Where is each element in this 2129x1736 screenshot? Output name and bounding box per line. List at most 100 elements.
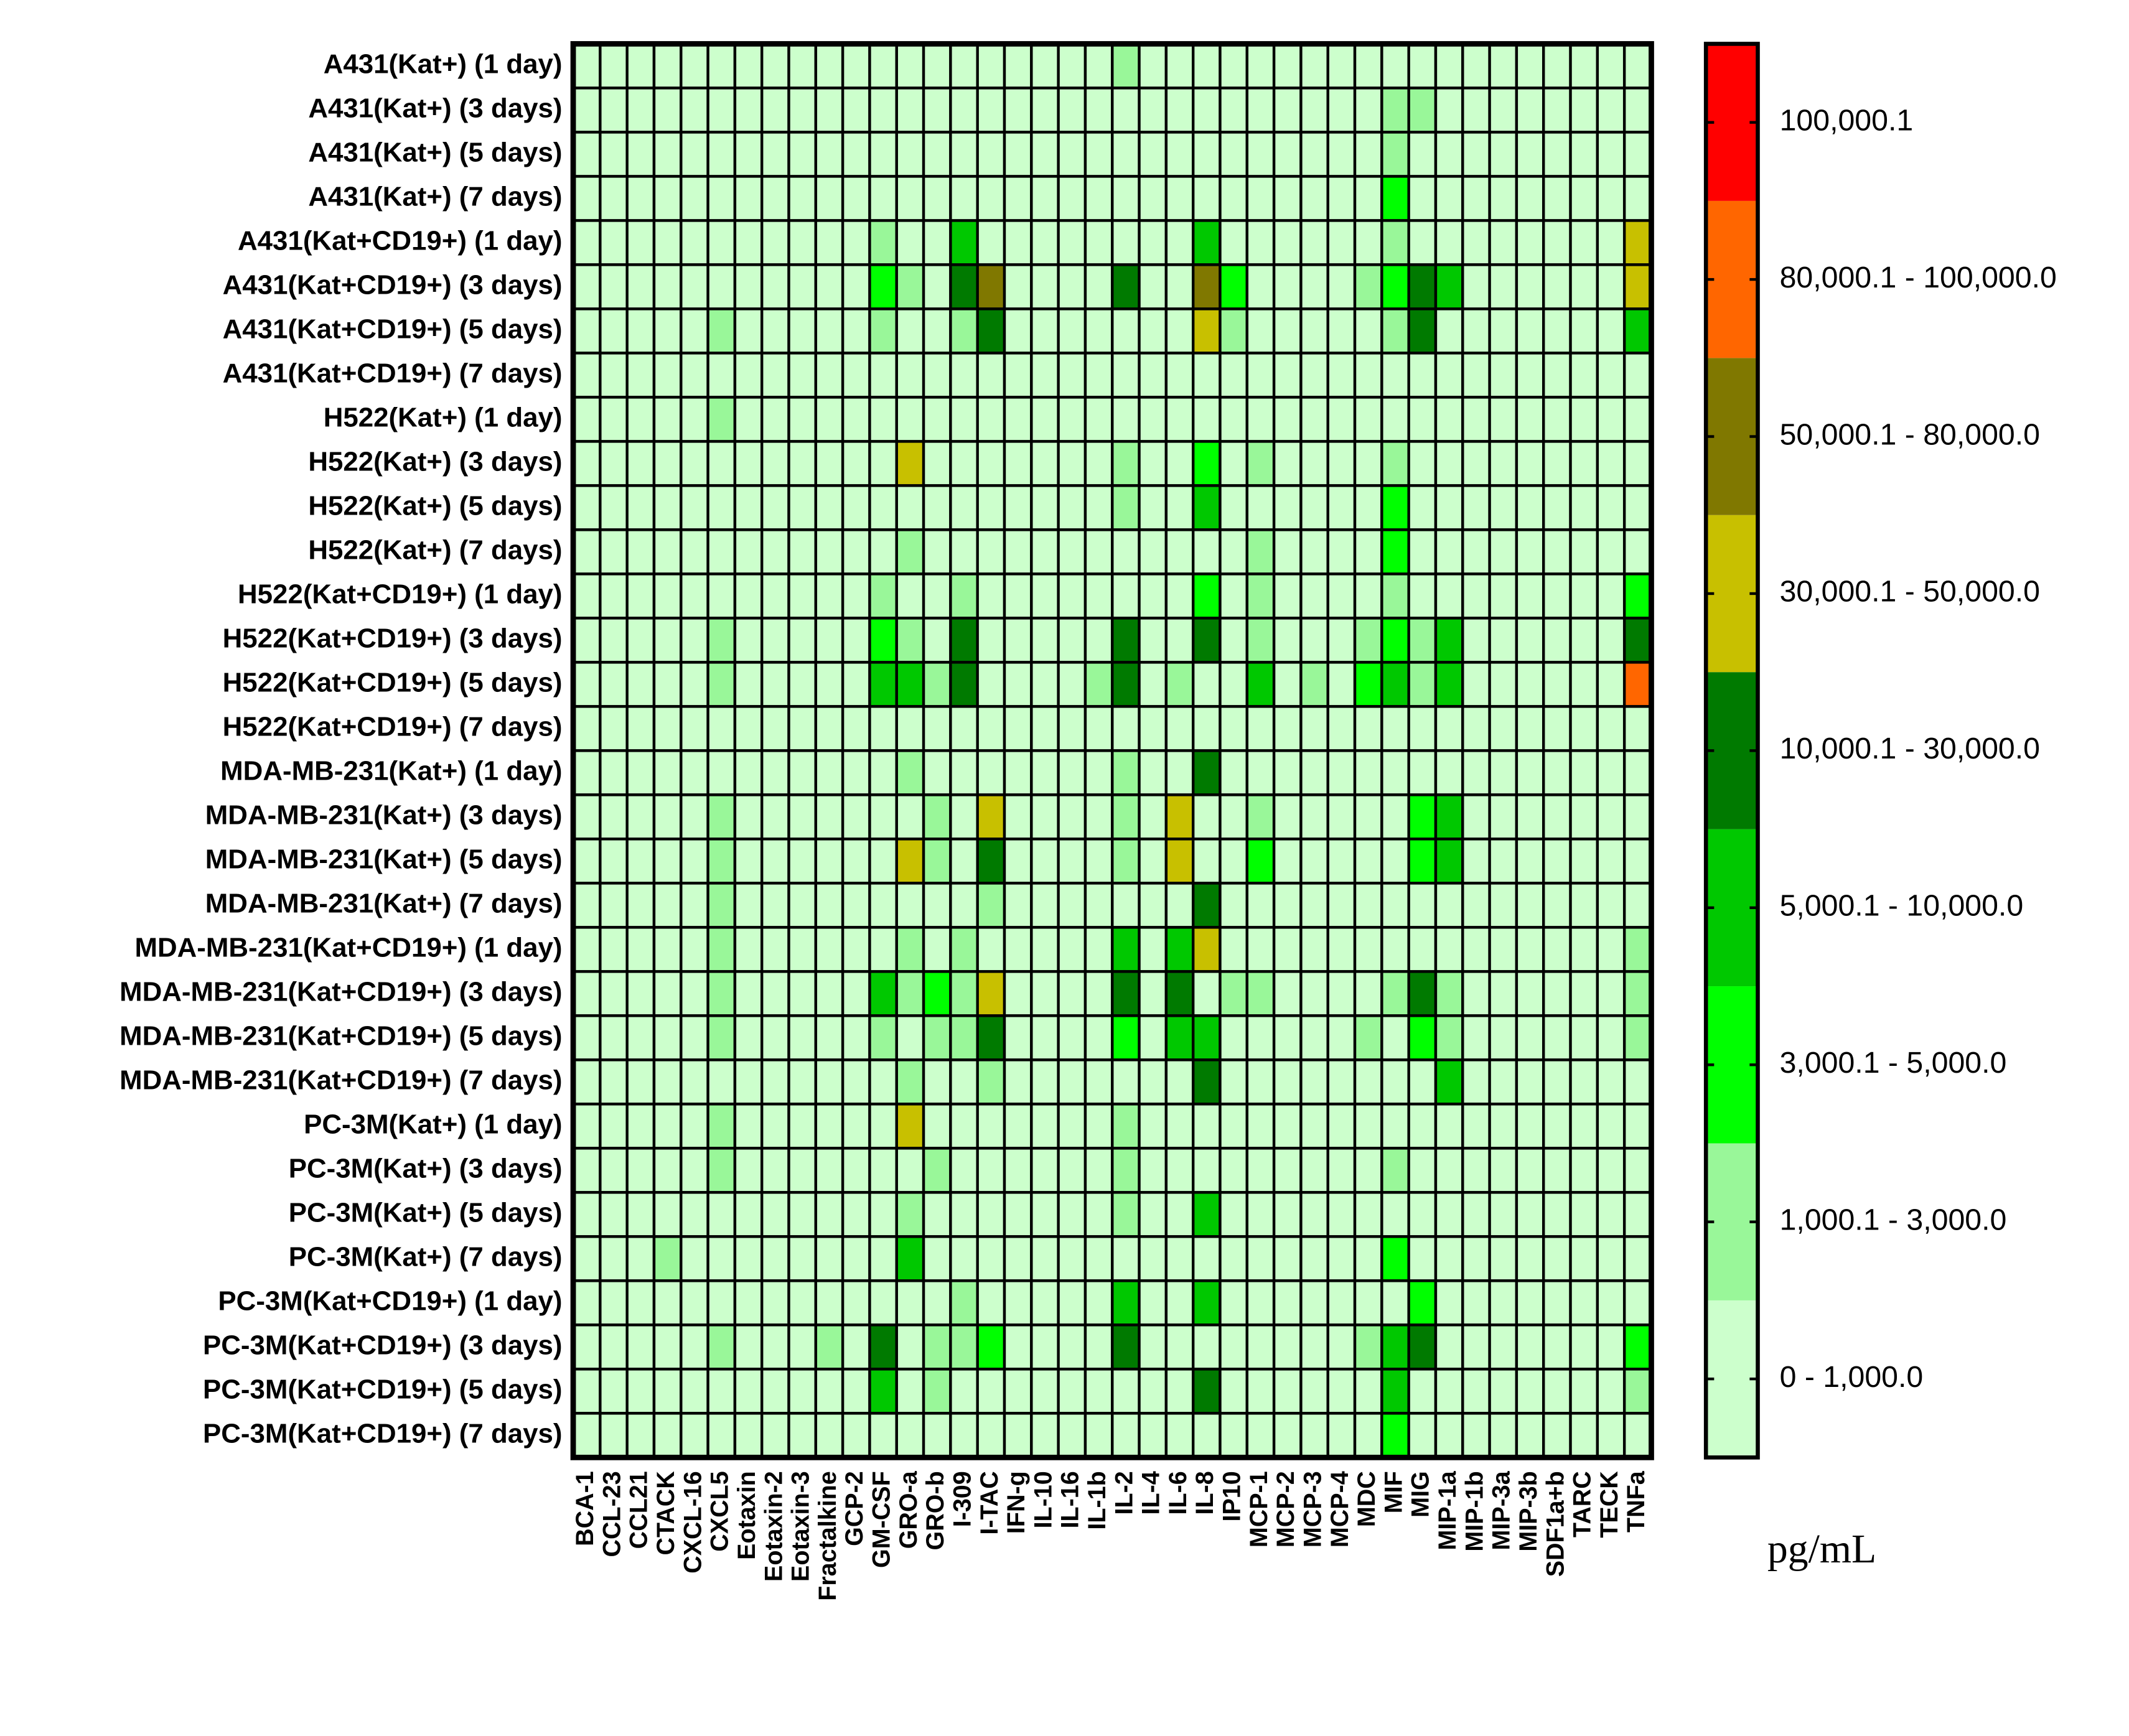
heatmap-cell: [1488, 1103, 1518, 1150]
heatmap-cell: [1622, 1368, 1653, 1415]
heatmap-cell: [1245, 1235, 1276, 1282]
heatmap-cell: [625, 175, 656, 222]
heatmap-cell: [1596, 617, 1626, 664]
heatmap-cell: [625, 307, 656, 355]
heatmap-cell: [733, 661, 764, 708]
heatmap-cell: [1542, 42, 1572, 90]
heatmap-cell: [1353, 661, 1383, 708]
heatmap-cell: [1111, 661, 1141, 708]
column-label: IL-8: [1191, 1471, 1219, 1514]
row-label: H522(Kat+) (3 days): [308, 447, 562, 477]
heatmap-cell: [1407, 617, 1438, 664]
heatmap-cell: [706, 131, 737, 178]
heatmap-cell: [733, 307, 764, 355]
heatmap-cell: [1030, 86, 1060, 134]
heatmap-cell: [680, 307, 709, 355]
heatmap-cell: [814, 484, 845, 531]
heatmap-cell: [1569, 1323, 1599, 1371]
heatmap-cell: [706, 263, 737, 310]
heatmap-cell: [1191, 572, 1222, 620]
heatmap-cell: [625, 1014, 656, 1062]
heatmap-cell: [976, 440, 1006, 487]
heatmap-cell: [814, 1323, 845, 1371]
heatmap-cell: [571, 484, 602, 531]
heatmap-cell: [652, 396, 683, 443]
heatmap-cell: [841, 1368, 871, 1415]
heatmap-cell: [1434, 749, 1464, 796]
heatmap-cell: [625, 352, 656, 399]
heatmap-cell: [1191, 1103, 1222, 1150]
heatmap-cell: [1380, 484, 1410, 531]
heatmap-cell: [1326, 572, 1357, 620]
row-label: PC-3M(Kat+) (7 days): [289, 1241, 563, 1272]
heatmap-cell: [1245, 1323, 1276, 1371]
heatmap-cell: [599, 1014, 629, 1062]
heatmap-cell: [1272, 749, 1303, 796]
heatmap-cell: [1326, 1014, 1357, 1062]
heatmap-cell: [1542, 484, 1572, 531]
heatmap-cell: [1596, 970, 1626, 1017]
heatmap-cell: [680, 572, 709, 620]
heatmap-cell: [1245, 440, 1276, 487]
heatmap-cell: [1219, 1412, 1248, 1459]
heatmap-cell: [680, 42, 709, 90]
heatmap-cell: [895, 572, 925, 620]
heatmap-cell: [1191, 1014, 1222, 1062]
heatmap-cell: [1030, 528, 1060, 576]
heatmap-cell: [1003, 926, 1033, 973]
heatmap-cell: [760, 882, 790, 929]
heatmap-cell: [1299, 440, 1329, 487]
heatmap-cell: [1111, 572, 1141, 620]
heatmap-cell: [922, 175, 952, 222]
heatmap-cell: [922, 926, 952, 973]
heatmap-cell: [1380, 307, 1410, 355]
heatmap-cell: [1272, 1235, 1303, 1282]
heatmap-cell: [1326, 1191, 1357, 1238]
heatmap-cell: [976, 528, 1006, 576]
heatmap-cell: [1111, 1147, 1141, 1194]
heatmap-cell: [841, 838, 871, 885]
heatmap-cell: [787, 793, 818, 841]
heatmap-cell: [1542, 263, 1572, 310]
heatmap-cell: [1219, 793, 1248, 841]
heatmap-cell: [1569, 705, 1599, 752]
heatmap-cell: [787, 749, 818, 796]
heatmap-cell: [1353, 42, 1383, 90]
heatmap-cell: [895, 926, 925, 973]
heatmap-cell: [652, 749, 683, 796]
heatmap-cell: [895, 175, 925, 222]
heatmap-cell: [1299, 131, 1329, 178]
heatmap-cell: [841, 175, 871, 222]
heatmap-cell: [1299, 1058, 1329, 1106]
heatmap-cell: [1596, 1147, 1626, 1194]
heatmap-cell: [1434, 42, 1464, 90]
heatmap-cell: [1353, 1058, 1383, 1106]
heatmap-cell: [1488, 572, 1518, 620]
heatmap-cell: [1569, 1014, 1599, 1062]
heatmap-cell: [1219, 175, 1248, 222]
heatmap-cell: [1407, 1235, 1438, 1282]
heatmap-cell: [1542, 1058, 1572, 1106]
heatmap-cell: [1622, 175, 1653, 222]
heatmap-cell: [1299, 617, 1329, 664]
heatmap-cell: [1057, 1191, 1087, 1238]
heatmap-cell: [1407, 572, 1438, 620]
heatmap-cell: [1542, 1103, 1572, 1150]
heatmap-cell: [652, 131, 683, 178]
heatmap-cell: [1057, 219, 1087, 266]
heatmap-cell: [1138, 749, 1168, 796]
row-label: H522(Kat+) (7 days): [308, 534, 562, 565]
heatmap-cell: [1299, 882, 1329, 929]
heatmap-cell: [976, 86, 1006, 134]
heatmap-cell: [1083, 572, 1114, 620]
heatmap-cell: [652, 263, 683, 310]
heatmap-cell: [652, 926, 683, 973]
heatmap-cell: [814, 705, 845, 752]
heatmap-cell: [599, 926, 629, 973]
heatmap-cell: [1164, 705, 1195, 752]
row-label: PC-3M(Kat+CD19+) (1 day): [218, 1286, 562, 1316]
heatmap-cell: [1164, 42, 1195, 90]
heatmap-cell: [976, 263, 1006, 310]
heatmap-cell: [1488, 1279, 1518, 1327]
colorbar-band: [1706, 672, 1758, 829]
